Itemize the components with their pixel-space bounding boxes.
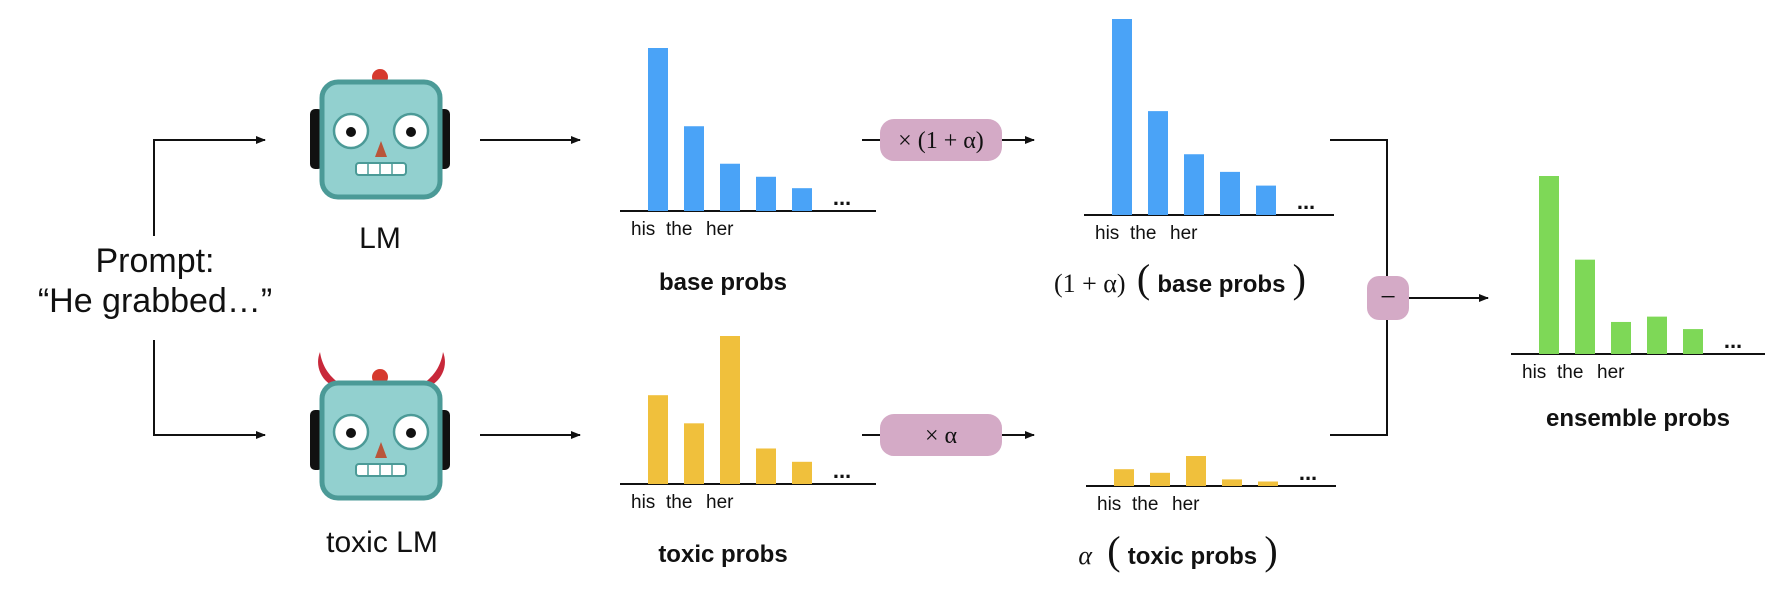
toxic-lm-label: toxic LM <box>326 526 438 559</box>
scale-toxic-operator-label: × α <box>925 423 958 449</box>
tick-label-his: his <box>1097 494 1121 515</box>
open-paren: ( <box>1107 528 1120 573</box>
bar-1 <box>648 395 668 484</box>
prompt-label: Prompt: <box>95 242 214 280</box>
base-probs-chart: ... his the her <box>620 48 876 240</box>
tick-label-the: the <box>1130 223 1156 244</box>
lm-robot-icon <box>310 69 450 200</box>
tick-label-the: the <box>666 492 692 513</box>
robot-face <box>319 79 443 200</box>
bar-1 <box>648 48 668 211</box>
bar-5 <box>1256 185 1276 215</box>
scaled-toxic-probs-chart: ... his the her <box>1086 456 1336 515</box>
bar-5 <box>1258 481 1278 486</box>
bar-5 <box>1683 329 1703 354</box>
scaled-toxic-to-minus-line <box>1330 318 1388 436</box>
toxic-lm-robot-icon <box>310 352 450 501</box>
scaled-base-caption: (1 + α) ( base probs ) <box>1054 256 1306 301</box>
base-probs-caption: base probs <box>659 269 787 296</box>
more-categories-ellipsis: ... <box>833 185 851 210</box>
bar-5 <box>792 461 812 484</box>
bar-2 <box>684 126 704 211</box>
bar-4 <box>1647 316 1667 354</box>
bar-1 <box>1114 469 1134 486</box>
scaled-toxic-caption: α ( toxic probs ) <box>1078 528 1277 573</box>
open-paren: ( <box>1137 256 1150 301</box>
ensemble-probs-chart: ... his the her <box>1511 176 1765 383</box>
bar-2 <box>684 423 704 484</box>
tick-label-her: her <box>1597 362 1625 383</box>
ensemble-probs-caption: ensemble probs <box>1546 405 1730 432</box>
tick-label-his: his <box>631 219 655 240</box>
bar-1 <box>1112 19 1132 215</box>
bar-3 <box>720 163 740 211</box>
more-categories-ellipsis: ... <box>1724 328 1742 353</box>
lm-label: LM <box>359 222 401 255</box>
tick-label-the: the <box>666 219 692 240</box>
bar-5 <box>792 188 812 211</box>
scale-base-operator-label: × (1 + α) <box>898 128 984 154</box>
bar-3 <box>1186 456 1206 486</box>
left-horn-icon <box>318 352 348 389</box>
tick-label-his: his <box>1095 223 1119 244</box>
scaled-base-text: base probs <box>1157 271 1285 298</box>
close-paren: ) <box>1264 528 1277 573</box>
bar-2 <box>1150 472 1170 486</box>
right-horn-icon <box>415 352 445 389</box>
prompt-to-toxic-lm-arrow <box>153 340 266 439</box>
scaled-base-to-minus-line <box>1330 139 1388 278</box>
tick-label-the: the <box>1132 494 1158 515</box>
bar-1 <box>1539 176 1559 354</box>
scaled-toxic-text: toxic probs <box>1128 543 1257 570</box>
bar-3 <box>1184 154 1204 215</box>
scale-toxic-operator <box>880 414 1002 456</box>
bar-3 <box>1611 321 1631 354</box>
tick-label-her: her <box>1170 223 1198 244</box>
subtract-operator-label: − <box>1380 282 1396 313</box>
tick-label-her: her <box>1172 494 1200 515</box>
tick-label-her: her <box>706 492 734 513</box>
scaled-toxic-coefficient: α <box>1078 541 1093 570</box>
bar-2 <box>1575 259 1595 354</box>
bar-4 <box>1222 479 1242 486</box>
scale-base-operator <box>880 119 1002 161</box>
more-categories-ellipsis: ... <box>1299 460 1317 485</box>
robot-face <box>319 380 443 501</box>
bar-4 <box>756 448 776 484</box>
prompt-to-lm-arrow <box>153 136 266 236</box>
bar-2 <box>1148 111 1168 215</box>
prompt-text: “He grabbed…” <box>38 282 272 320</box>
more-categories-ellipsis: ... <box>1297 189 1315 214</box>
tick-label-her: her <box>706 219 734 240</box>
scaled-base-coefficient: (1 + α) <box>1054 269 1126 298</box>
toxic-probs-caption: toxic probs <box>658 541 787 568</box>
scaled-base-probs-chart: ... his the her <box>1084 19 1334 244</box>
subtract-operator <box>1367 276 1409 320</box>
tick-label-his: his <box>1522 362 1546 383</box>
bar-4 <box>1220 171 1240 215</box>
bar-4 <box>756 176 776 211</box>
tick-label-the: the <box>1557 362 1583 383</box>
close-paren: ) <box>1293 256 1306 301</box>
more-categories-ellipsis: ... <box>833 458 851 483</box>
toxic-probs-chart: ... his the her <box>620 336 876 513</box>
bar-3 <box>720 336 740 484</box>
tick-label-his: his <box>631 492 655 513</box>
